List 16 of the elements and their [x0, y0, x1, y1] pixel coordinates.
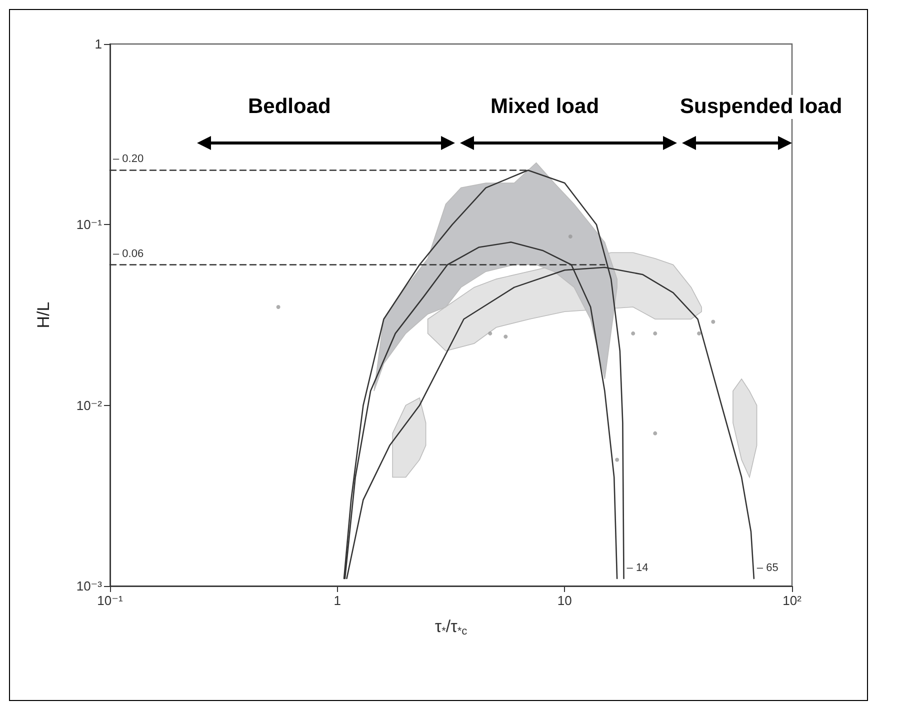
annotation: – 65 [756, 562, 778, 574]
y-tick-label: 10⁻¹ [76, 217, 103, 232]
y-tick-label: 10⁻² [76, 398, 103, 413]
x-tick-label: 1 [334, 593, 341, 608]
y-tick-label: 1 [94, 36, 102, 52]
annotation: Suspended load [678, 95, 844, 119]
y-axis-title: H/L [34, 302, 53, 328]
annotation: Mixed load [488, 95, 602, 119]
annotation: – 0.20 [113, 153, 144, 166]
annotation: – 0.06 [113, 248, 144, 260]
annotation: – 14 [626, 562, 648, 574]
x-tick-label: 10⁻¹ [97, 593, 124, 608]
annotation: Bedload [246, 95, 333, 119]
y-tick-label: 10⁻³ [76, 578, 103, 594]
x-tick-label: 10² [782, 593, 802, 608]
x-tick-label: 10 [557, 593, 572, 608]
